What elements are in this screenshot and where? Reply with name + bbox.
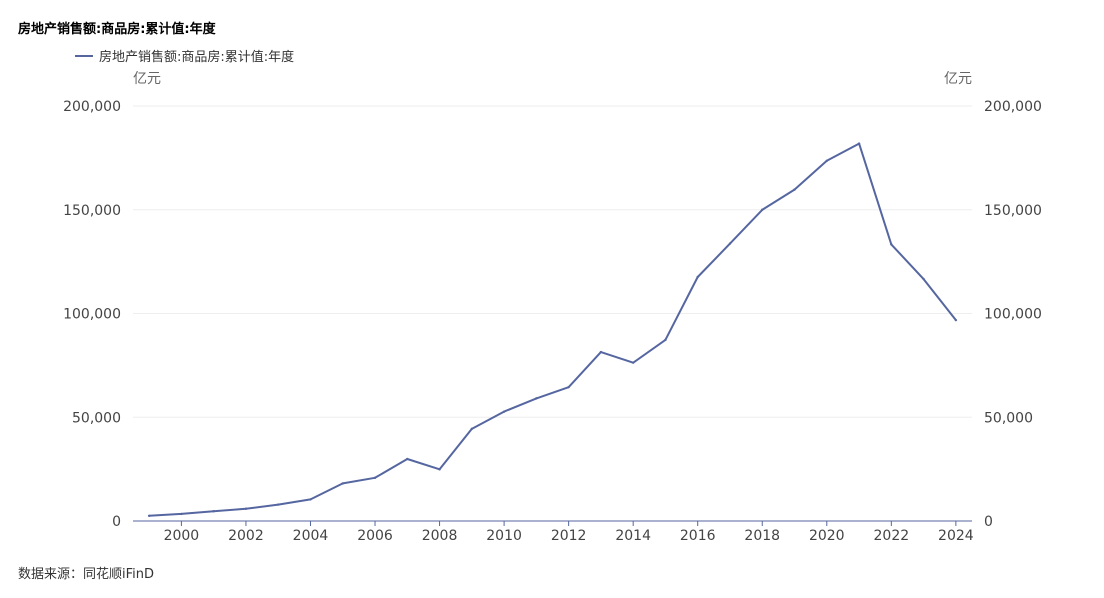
x-tick-label: 2022	[874, 528, 910, 544]
data-point	[857, 142, 861, 145]
data-point	[212, 510, 215, 513]
data-point	[147, 514, 151, 518]
data-point	[631, 361, 635, 364]
data-point	[502, 410, 506, 413]
x-tick-label: 2008	[422, 528, 458, 544]
y-tick-label-right: 0	[984, 514, 993, 530]
y-tick-label-right: 200,000	[984, 99, 1042, 115]
data-point	[761, 208, 764, 211]
data-point	[470, 427, 474, 431]
data-point	[825, 159, 828, 162]
x-tick-label: 2012	[551, 528, 587, 544]
data-point	[438, 468, 441, 471]
y-tick-label-right: 50,000	[984, 410, 1033, 426]
y-tick-label-right: 150,000	[984, 203, 1042, 219]
series-line	[149, 142, 957, 517]
data-point	[664, 338, 667, 342]
y-axis-left: 0 50,000 100,000 150,000 200,000	[63, 99, 121, 530]
data-point	[180, 512, 183, 516]
x-tick-label: 2000	[164, 528, 200, 544]
x-tick-label: 2018	[744, 528, 780, 544]
x-tick-label: 2024	[938, 528, 974, 544]
chart-title: 房地产销售额:商品房:累计值:年度	[18, 22, 216, 37]
y-tick-label-left: 150,000	[63, 203, 121, 219]
data-point	[277, 503, 280, 506]
y-tick-label-left: 100,000	[63, 307, 121, 323]
x-tick-label: 2016	[680, 528, 716, 544]
y-tick-label-right: 100,000	[984, 307, 1042, 323]
data-point	[954, 318, 958, 322]
data-point	[373, 476, 377, 480]
y-axis-right: 0 50,000 100,000 150,000 200,000	[984, 99, 1042, 530]
data-point	[244, 507, 248, 510]
y-tick-label-left: 200,000	[63, 99, 121, 115]
series-group	[147, 142, 958, 518]
data-source: 数据来源：同花顺iFinD	[18, 567, 155, 582]
grid-lines	[133, 105, 972, 418]
x-tick-label: 2004	[293, 528, 329, 544]
data-point	[567, 385, 570, 389]
x-tick-label: 2006	[357, 528, 393, 544]
x-axis: 2000 2002 2004 2006 2008 2010 2012 2014 2016 2018…	[133, 520, 974, 544]
data-point	[599, 350, 603, 354]
data-point	[696, 275, 699, 279]
y-unit-right: 亿元	[944, 71, 972, 87]
legend-label: 房地产销售额:商品房:累计值:年度	[99, 50, 295, 65]
x-tick-label: 2002	[228, 528, 264, 544]
y-tick-label-left: 50,000	[72, 410, 121, 426]
data-point	[309, 498, 312, 501]
data-point	[341, 482, 344, 485]
x-tick-label: 2010	[486, 528, 522, 544]
x-tick-label: 2020	[809, 528, 845, 544]
y-tick-label-left: 0	[112, 514, 121, 530]
data-point	[406, 457, 409, 461]
x-tick-label: 2014	[615, 528, 651, 544]
data-point	[890, 243, 893, 246]
y-unit-left: 亿元	[133, 71, 161, 87]
data-point	[793, 188, 796, 191]
data-point	[922, 277, 925, 281]
legend-line-swatch	[75, 54, 93, 57]
legend[interactable]: 房地产销售额:商品房:累计值:年度	[75, 46, 294, 65]
data-point	[535, 397, 538, 400]
data-point	[728, 242, 732, 245]
